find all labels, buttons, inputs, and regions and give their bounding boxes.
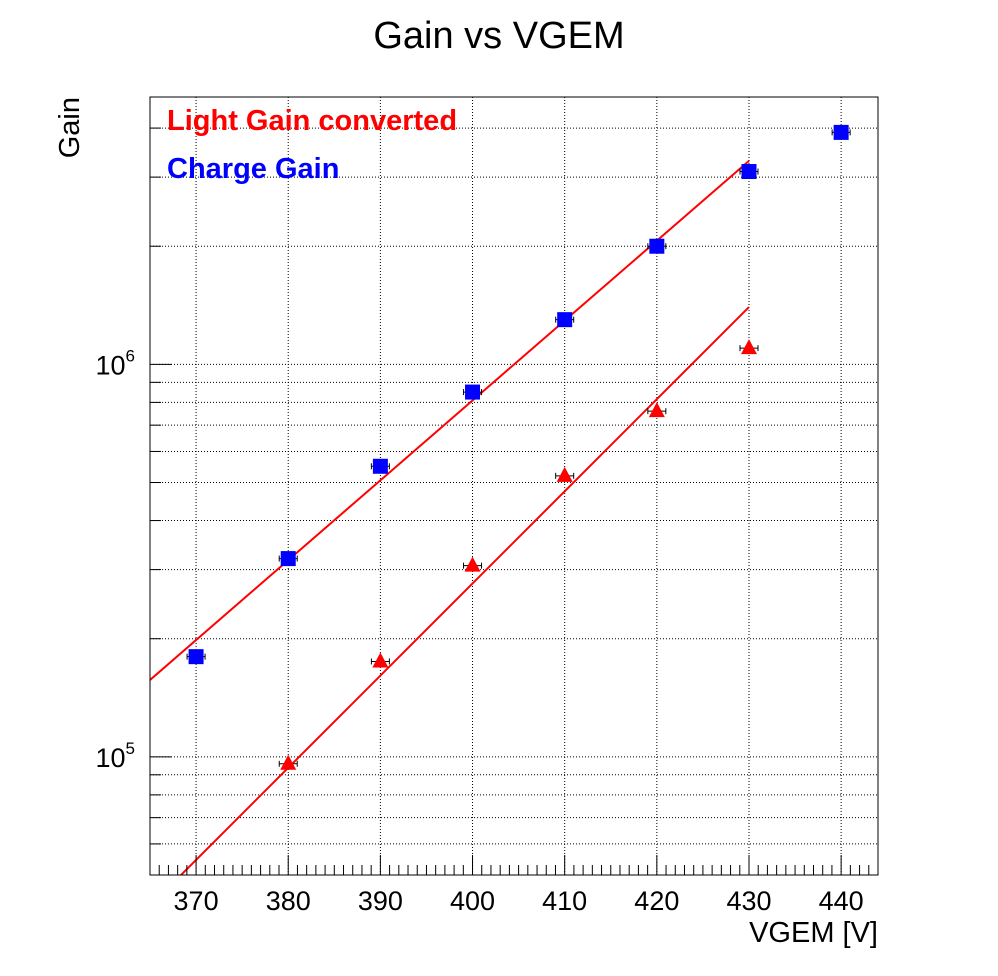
x-tick-label: 380 [266, 886, 311, 916]
x-axis-label: VGEM [V] [749, 917, 878, 949]
charge-gain-point [649, 238, 665, 254]
light-gain-point [280, 754, 297, 770]
x-tick-label: 410 [542, 886, 587, 916]
light-gain-point [556, 466, 573, 482]
x-tick-label: 440 [819, 886, 864, 916]
charge-gain-point [465, 384, 481, 400]
x-tick-label: 430 [726, 886, 771, 916]
axis-ticks: 370 380 390 400 410 420 430 440 105 106 [95, 127, 879, 916]
chart-title: Gain vs VGEM [373, 15, 624, 57]
charge-gain-point [188, 649, 204, 665]
legend: Light Gain converted Charge Gain [167, 105, 457, 185]
legend-entry: Charge Gain [167, 153, 339, 185]
fit-line [150, 160, 750, 681]
charge-gain-point [833, 124, 849, 140]
fit-line [179, 306, 750, 875]
y-tick-label: 106 [95, 346, 135, 380]
x-tick-label: 370 [174, 886, 219, 916]
light-gain-point [464, 556, 481, 572]
charge-gain-point [372, 458, 388, 474]
y-tick-label: 105 [95, 739, 135, 773]
legend-entry: Light Gain converted [167, 105, 457, 137]
y-axis-label: Gain [54, 97, 86, 158]
x-tick-label: 400 [450, 886, 495, 916]
light-gain-point [648, 402, 665, 418]
light-gain-point [372, 652, 389, 668]
x-tick-label: 420 [634, 886, 679, 916]
charge-gain-point [741, 164, 757, 180]
fit-lines [150, 160, 750, 875]
plot-frame [149, 96, 879, 876]
charge-gain-point [280, 551, 296, 567]
light-gain-point [740, 339, 757, 355]
grid-lines [150, 97, 878, 876]
charge-gain-point [557, 312, 573, 328]
data-points [186, 124, 851, 770]
x-tick-label: 390 [358, 886, 403, 916]
